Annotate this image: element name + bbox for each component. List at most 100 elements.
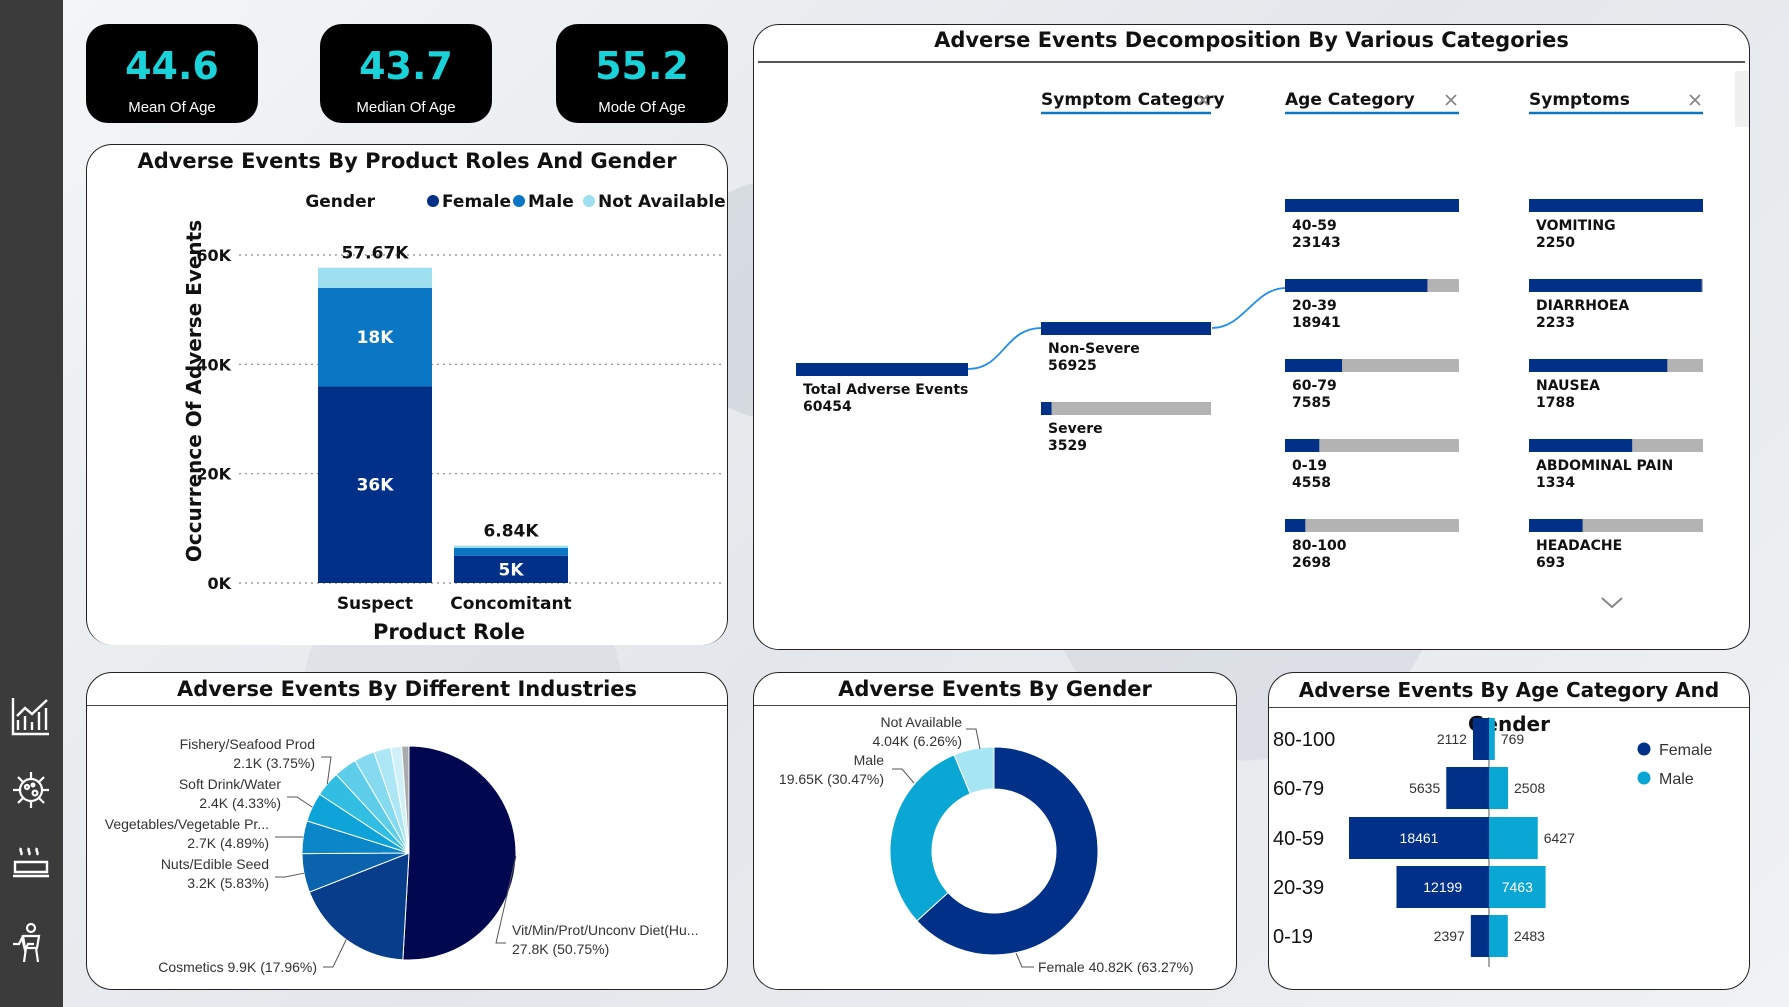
bar-segment-female[interactable] <box>454 555 568 583</box>
tree-node-root[interactable] <box>796 363 968 376</box>
kpi-label: Mean Of Age <box>128 99 216 116</box>
level-header[interactable]: Symptoms <box>1529 90 1630 110</box>
tree-node-bar[interactable] <box>1529 439 1633 452</box>
female-bar[interactable] <box>1472 718 1489 760</box>
tree-node-value: 18941 <box>1292 315 1341 331</box>
line-chart-icon[interactable] <box>9 694 53 738</box>
donut-label-female: Female 40.82K (63.27%) <box>1038 959 1194 975</box>
female-bar[interactable] <box>1470 915 1489 957</box>
decomposition-tree: Symptom Category Age Category Symptoms Tot… <box>796 71 1749 609</box>
donut-slice-female[interactable] <box>916 746 1099 956</box>
tree-node-bar[interactable] <box>1041 402 1052 415</box>
donut-slice-not-available[interactable] <box>953 746 995 795</box>
card-title: Adverse Events Decomposition By Various … <box>758 25 1745 63</box>
pie-label-value: 2.1K (3.75%) <box>233 755 315 771</box>
chevron-down-icon[interactable] <box>1601 597 1623 609</box>
tree-node-bar[interactable] <box>1285 199 1459 212</box>
tree-node-value: 1334 <box>1536 475 1575 491</box>
bar-data-label: 5K <box>498 560 524 580</box>
legend-male[interactable]: Male <box>528 192 574 212</box>
tree-node-bar[interactable] <box>1041 322 1211 335</box>
donut-slice-male[interactable] <box>889 754 971 922</box>
legend-female[interactable]: Female <box>442 192 511 212</box>
kpi-card-mean-age: 44.6 Mean Of Age <box>86 24 258 123</box>
card-title: Adverse Events By Different Industries <box>87 673 727 706</box>
bar-segment-female[interactable] <box>318 386 432 583</box>
tree-node-bar[interactable] <box>1285 279 1428 292</box>
age-gender-card: Adverse Events By Age Category And Gende… <box>1268 672 1750 990</box>
female-value-label: 2112 <box>1437 731 1467 747</box>
age-category-label: 80-100 <box>1273 729 1335 751</box>
pie-leader-line <box>495 855 517 944</box>
tree-node-label: Severe <box>1048 421 1103 437</box>
pie-slice[interactable] <box>308 852 410 961</box>
y-tick-label: 40K <box>196 355 231 374</box>
tree-node-value: 7585 <box>1292 395 1331 411</box>
remove-level-icon[interactable] <box>1197 94 1209 106</box>
kpi-value: 43.7 <box>359 44 453 88</box>
pie-label-name: Fishery/Seafood Prod <box>180 736 315 752</box>
remove-level-icon[interactable] <box>1445 94 1457 106</box>
tree-node-bar[interactable] <box>1529 359 1668 372</box>
food-tray-icon[interactable] <box>9 842 53 886</box>
remove-level-icon[interactable] <box>1689 94 1701 106</box>
x-tick-label: Suspect <box>337 594 413 614</box>
male-bar[interactable] <box>1489 915 1508 957</box>
female-bar[interactable] <box>1446 767 1489 809</box>
pie-leader-line <box>287 796 313 808</box>
tree-node-bar[interactable] <box>1285 519 1306 532</box>
tree-node-bar[interactable] <box>1529 199 1703 212</box>
kpi-label: Median Of Age <box>356 99 456 116</box>
age-category-label: 20-39 <box>1273 877 1324 899</box>
level-header[interactable]: Symptom Category <box>1041 90 1225 110</box>
tree-node-label: Total Adverse Events <box>803 382 968 398</box>
virus-icon[interactable] <box>9 768 53 812</box>
bar-segment-not-available[interactable] <box>318 267 432 288</box>
industries-card: Adverse Events By Different Industries V… <box>86 672 728 990</box>
tree-node-label: 20-39 <box>1292 298 1337 314</box>
bar-segment-male[interactable] <box>318 287 432 387</box>
age-category-label: 0-19 <box>1273 926 1313 948</box>
tree-node-label: VOMITING <box>1536 218 1616 234</box>
pie-slice[interactable] <box>401 745 410 854</box>
legend-not-available[interactable]: Not Available <box>598 192 726 212</box>
male-bar[interactable] <box>1489 866 1546 908</box>
tree-node-bar[interactable] <box>1529 279 1702 292</box>
legend-label[interactable]: Female <box>1659 742 1712 759</box>
bar-segment-not-available[interactable] <box>454 545 568 548</box>
pie-label-value: 3.2K (5.83%) <box>187 875 269 891</box>
tree-node-bar[interactable] <box>1529 519 1583 532</box>
tree-node-bar[interactable] <box>1285 439 1320 452</box>
pie-label-value: 2.7K (4.89%) <box>187 835 269 851</box>
person-health-icon[interactable] <box>9 920 53 964</box>
kpi-card-median-age: 43.7 Median Of Age <box>320 24 492 123</box>
pie-label-name: Nuts/Edible Seed <box>161 856 269 872</box>
tree-node-value: 3529 <box>1048 438 1087 454</box>
donut-leader-line <box>966 728 981 750</box>
tree-node-value: 4558 <box>1292 475 1331 491</box>
donut-label-na-value: 4.04K (6.26%) <box>873 733 963 749</box>
male-bar[interactable] <box>1489 817 1538 859</box>
male-value-label: 2483 <box>1514 928 1545 944</box>
age-gender-chart: 80-100 2112 769 60-79 5635 2508 40-59 18461 6427… <box>1273 717 1712 967</box>
donut-leader-line <box>1015 952 1034 968</box>
male-bar[interactable] <box>1489 767 1509 809</box>
donut-label-male-name: Male <box>854 752 885 768</box>
tree-node-value: 693 <box>1536 555 1565 571</box>
bar-segment-male[interactable] <box>454 547 568 556</box>
male-bar[interactable] <box>1489 718 1495 760</box>
tree-node-label: ABDOMINAL PAIN <box>1536 458 1673 474</box>
tree-node-label: HEADACHE <box>1536 538 1622 554</box>
tree-node-bar[interactable] <box>1285 359 1343 372</box>
product-roles-card: Adverse Events By Product Roles And Gend… <box>86 144 728 645</box>
legend-label[interactable]: Male <box>1659 771 1694 788</box>
legend-male-dot <box>513 195 525 207</box>
level-header[interactable]: Age Category <box>1285 90 1415 110</box>
scroll-track <box>1735 71 1749 127</box>
donut-label-male-value: 19.65K (30.47%) <box>779 771 884 787</box>
kpi-label: Mode Of Age <box>598 99 686 116</box>
bar-data-label: 18K <box>357 328 395 348</box>
female-bar[interactable] <box>1396 866 1489 908</box>
female-bar[interactable] <box>1349 817 1489 859</box>
pie-leader-line <box>275 872 305 878</box>
